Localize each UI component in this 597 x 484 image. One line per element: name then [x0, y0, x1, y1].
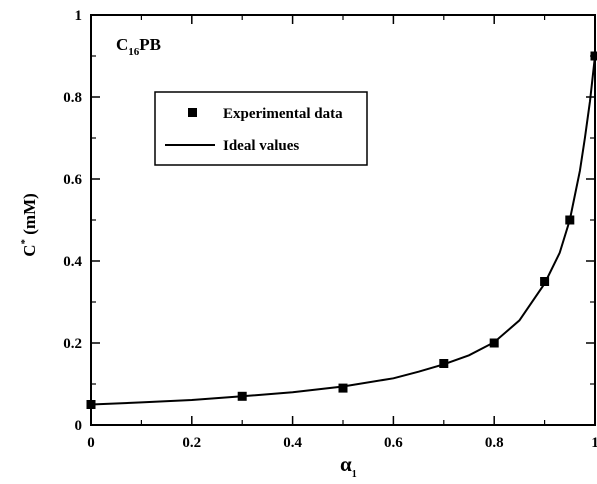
x-tick-label: 0: [87, 435, 95, 451]
legend-label-experimental-data: Experimental data: [223, 106, 343, 122]
y-tick-label: 0: [75, 418, 83, 434]
chart-annotation: C16PB: [116, 35, 161, 58]
data-point: [540, 277, 550, 286]
x-tick-label: 0.6: [384, 435, 403, 451]
tick-labels: 0 0.2 0.4 0.6 0.8 1 0 0.2 0.4 0.6 0.8 1: [63, 8, 597, 451]
x-tick-label: 0.8: [485, 435, 504, 451]
data-point: [237, 391, 247, 401]
y-tick-label: 1: [75, 8, 83, 24]
y-axis-label: C* (mM): [19, 193, 39, 257]
data-point: [338, 383, 348, 393]
series-markers-experimental-data: [86, 51, 597, 409]
data-point: [86, 400, 96, 409]
x-tick-label: 0.4: [283, 435, 302, 451]
plot-frame: [90, 14, 596, 426]
data-point: [489, 338, 499, 348]
x-axis-label: α1: [340, 452, 357, 480]
x-tick-label: 1: [591, 435, 597, 451]
data-point: [439, 359, 449, 368]
legend: Experimental data Ideal values: [154, 91, 368, 166]
legend-marker-experimental-data: [188, 108, 197, 117]
x-tick-label: 0.2: [182, 435, 201, 451]
y-tick-label: 0.4: [63, 254, 82, 270]
y-tick-label: 0.8: [63, 90, 82, 106]
y-tick-label: 0.2: [63, 336, 82, 352]
legend-label-ideal-values: Ideal values: [223, 138, 299, 154]
y-tick-label: 0.6: [63, 172, 82, 188]
legend-box: [154, 91, 368, 166]
data-point: [590, 51, 597, 61]
axes-ticks: [90, 14, 596, 426]
data-point: [565, 215, 575, 225]
